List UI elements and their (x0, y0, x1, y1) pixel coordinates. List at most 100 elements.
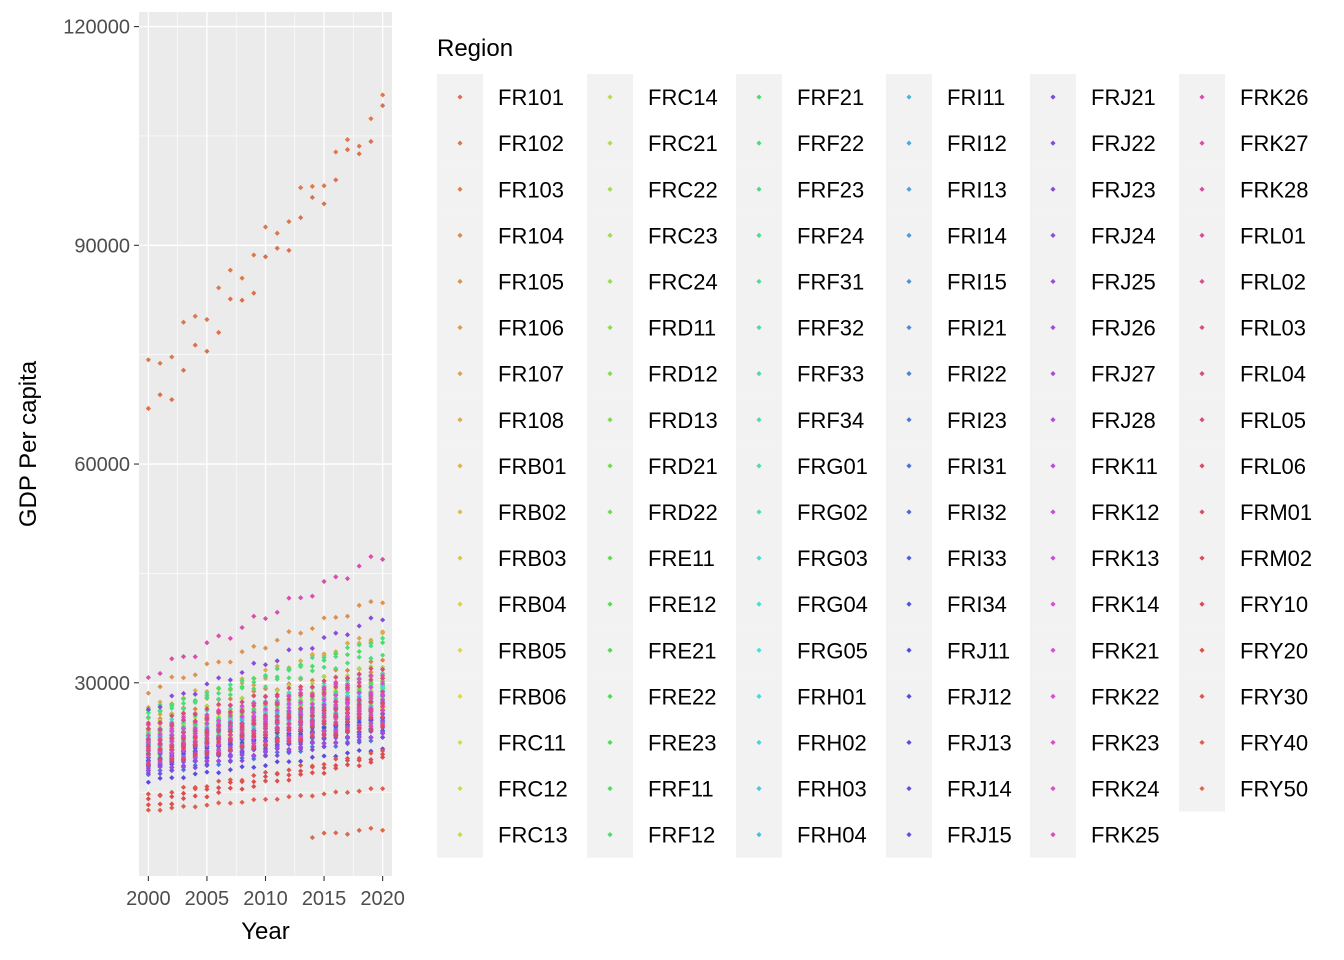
data-point-fry20 (309, 770, 315, 776)
data-point-frl04 (180, 717, 187, 723)
data-point-frj13 (216, 770, 222, 776)
data-point-frm01 (356, 715, 362, 721)
data-point-frm01 (286, 726, 292, 733)
legend-marker (906, 186, 912, 192)
data-point-frj11 (204, 745, 210, 751)
data-point-fry40 (169, 805, 175, 811)
data-point-frl06 (321, 707, 327, 713)
data-point-frf23 (356, 642, 362, 648)
data-point-frf22 (227, 692, 233, 698)
data-point-frl06 (169, 735, 175, 742)
data-point-frl04 (286, 696, 292, 702)
legend-marker (756, 832, 762, 838)
data-point-fry20 (274, 778, 280, 784)
x-axis-title: Year (241, 918, 290, 945)
data-point-frj13 (333, 753, 339, 760)
data-point-frk24 (262, 716, 269, 722)
data-point-fr101 (321, 201, 327, 207)
x-tick-label: 2005 (185, 888, 230, 910)
data-point-frk28 (356, 722, 362, 728)
legend-marker (1050, 140, 1056, 146)
data-point-frl03 (368, 693, 374, 699)
data-point-frm02 (262, 742, 269, 748)
legend-marker (906, 509, 912, 515)
data-point-frj13 (239, 764, 245, 770)
data-point-fr101 (204, 348, 210, 354)
data-point-frj13 (180, 775, 187, 781)
data-point-frf23 (286, 667, 292, 673)
data-point-frl03 (344, 697, 351, 703)
data-point-frl04 (227, 709, 233, 715)
data-point-frm02 (344, 728, 351, 734)
data-point-frk26 (251, 613, 257, 619)
data-point-frl02 (368, 709, 374, 715)
data-point-frl03 (216, 723, 222, 729)
legend-marker (457, 186, 463, 192)
data-point-frl06 (368, 699, 374, 705)
data-point-frk26 (321, 578, 327, 585)
data-point-frk14 (309, 701, 315, 707)
legend-marker (906, 739, 912, 746)
legend-marker (1199, 601, 1205, 607)
data-point-frj26 (333, 740, 339, 746)
x-tick-label: 2020 (360, 888, 405, 910)
data-point-fr105 (239, 649, 245, 655)
data-point-frl02 (356, 710, 362, 717)
data-point-frk28 (286, 736, 292, 742)
y-axis-title: GDP Per capita (15, 360, 42, 527)
data-point-fry10 (169, 794, 175, 800)
data-point-frj23 (356, 623, 362, 629)
data-point-fry40 (239, 799, 245, 805)
data-point-frl03 (192, 728, 198, 734)
legend-label-fr104: FR104 (498, 223, 564, 248)
data-point-fry10 (380, 751, 386, 757)
data-point-frl03 (180, 729, 187, 735)
legend-label-frb05: FRB05 (498, 638, 566, 663)
data-point-fry30 (262, 769, 269, 775)
legend-label-fre12: FRE12 (648, 592, 716, 617)
data-point-frk14 (321, 697, 327, 703)
data-point-frf22 (344, 660, 351, 666)
legend-marker (1050, 739, 1056, 746)
legend-label-frb01: FRB01 (498, 454, 566, 479)
data-point-frk26 (309, 593, 315, 599)
legend-label-frf12: FRF12 (648, 823, 715, 848)
data-point-fri23 (309, 744, 315, 750)
legend-label-frj14: FRJ14 (947, 777, 1012, 802)
data-point-fry20 (286, 777, 292, 783)
data-point-frm01 (216, 739, 222, 745)
data-point-fr103 (368, 659, 374, 665)
data-point-fr101 (262, 254, 269, 260)
data-point-fry40 (251, 797, 257, 803)
data-point-frj23 (309, 645, 315, 652)
data-point-frk25 (368, 673, 374, 679)
data-point-fry40 (227, 800, 233, 806)
data-point-frm01 (309, 723, 315, 729)
legend-label-frc23: FRC23 (648, 223, 718, 248)
data-point-frc22 (204, 703, 210, 709)
data-point-frl03 (309, 705, 315, 711)
data-point-frf22 (298, 675, 304, 681)
data-point-frm01 (298, 727, 304, 733)
data-point-frk26 (227, 635, 233, 641)
legend-marker (457, 94, 463, 100)
data-point-frm01 (368, 715, 374, 721)
data-point-frf23 (274, 666, 280, 672)
data-point-fri23 (180, 767, 187, 773)
data-point-frj22 (356, 739, 362, 745)
data-point-fr108 (380, 630, 386, 636)
data-point-fry10 (216, 785, 222, 791)
legend-marker (457, 832, 463, 838)
data-point-frl02 (227, 732, 233, 738)
data-point-fr101 (216, 329, 222, 336)
legend-marker (1199, 509, 1205, 515)
legend-label-fri33: FRI33 (947, 546, 1007, 571)
data-point-frm01 (169, 744, 175, 750)
data-point-fr107 (251, 682, 257, 688)
legend: FR101 FR102 FR103 FR104 FR105 FR106 FR107 FR108… (437, 74, 1312, 858)
data-point-fry30 (344, 755, 351, 761)
data-point-frk23 (180, 714, 187, 720)
data-point-frc22 (309, 680, 315, 686)
data-point-frj26 (298, 744, 304, 751)
legend-marker (607, 324, 613, 331)
